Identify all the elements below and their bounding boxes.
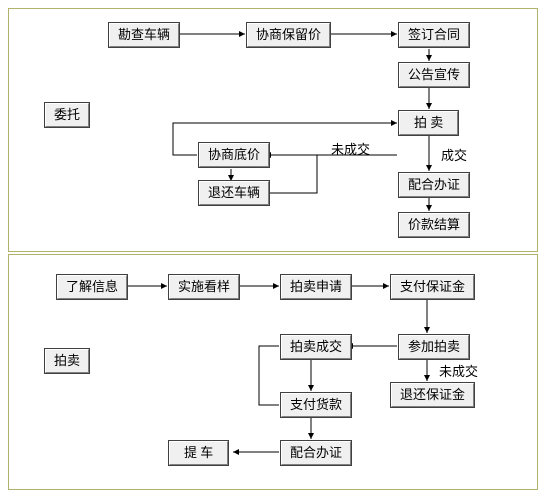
- edge-label-fail-entrust: 未成交: [331, 139, 370, 158]
- node-baseprice-label: 协商底价: [208, 147, 260, 162]
- node-cert: 配合办证: [399, 173, 469, 197]
- node-announce-label: 公告宣传: [408, 67, 460, 82]
- node-announce: 公告宣传: [399, 63, 469, 87]
- node-inspect: 实施看样: [169, 275, 239, 299]
- node-return: 退还车辆: [199, 181, 269, 205]
- node-pickup-label: 提 车: [184, 445, 213, 460]
- node-auction: 拍 卖: [399, 111, 458, 135]
- node-cert2: 配合办证: [281, 441, 351, 465]
- panel-auction-title: 拍卖: [45, 349, 89, 373]
- node-cert2-label: 配合办证: [290, 445, 342, 460]
- panel-entrust: 委托: [8, 8, 538, 252]
- node-refund: 退还保证金: [391, 383, 474, 407]
- node-auction-label: 拍 卖: [414, 115, 443, 130]
- edge-label-ok-entrust: 成交: [441, 145, 467, 164]
- node-pay: 支付货款: [281, 393, 351, 417]
- node-contract-label: 签订合同: [408, 27, 460, 42]
- node-join-label: 参加拍卖: [408, 339, 460, 354]
- node-return-label: 退还车辆: [208, 185, 260, 200]
- panel-auction-title-text: 拍卖: [54, 353, 80, 368]
- node-survey: 勘查车辆: [109, 23, 179, 47]
- canvas: 委托: [0, 0, 546, 500]
- panel-entrust-title: 委托: [45, 103, 89, 127]
- node-deal-label: 拍卖成交: [290, 339, 342, 354]
- node-apply: 拍卖申请: [281, 275, 351, 299]
- node-refund-label: 退还保证金: [400, 387, 465, 402]
- node-info: 了解信息: [57, 275, 127, 299]
- node-settle-label: 价款结算: [408, 217, 460, 232]
- node-inspect-label: 实施看样: [178, 279, 230, 294]
- node-deposit: 支付保证金: [391, 275, 474, 299]
- node-baseprice: 协商底价: [199, 143, 269, 167]
- node-join: 参加拍卖: [399, 335, 469, 359]
- node-settle: 价款结算: [399, 213, 469, 237]
- node-survey-label: 勘查车辆: [118, 27, 170, 42]
- node-reserve-label: 协商保留价: [256, 27, 321, 42]
- node-pay-label: 支付货款: [290, 397, 342, 412]
- node-deal: 拍卖成交: [281, 335, 351, 359]
- node-cert-label: 配合办证: [408, 177, 460, 192]
- panel-auction: 拍卖: [8, 254, 538, 490]
- node-reserve: 协商保留价: [247, 23, 330, 47]
- panel-entrust-title-text: 委托: [54, 107, 80, 122]
- node-contract: 签订合同: [399, 23, 469, 47]
- node-apply-label: 拍卖申请: [290, 279, 342, 294]
- node-deposit-label: 支付保证金: [400, 279, 465, 294]
- node-pickup: 提 车: [169, 441, 228, 465]
- node-info-label: 了解信息: [66, 279, 118, 294]
- edge-label-fail-auction: 未成交: [439, 361, 478, 380]
